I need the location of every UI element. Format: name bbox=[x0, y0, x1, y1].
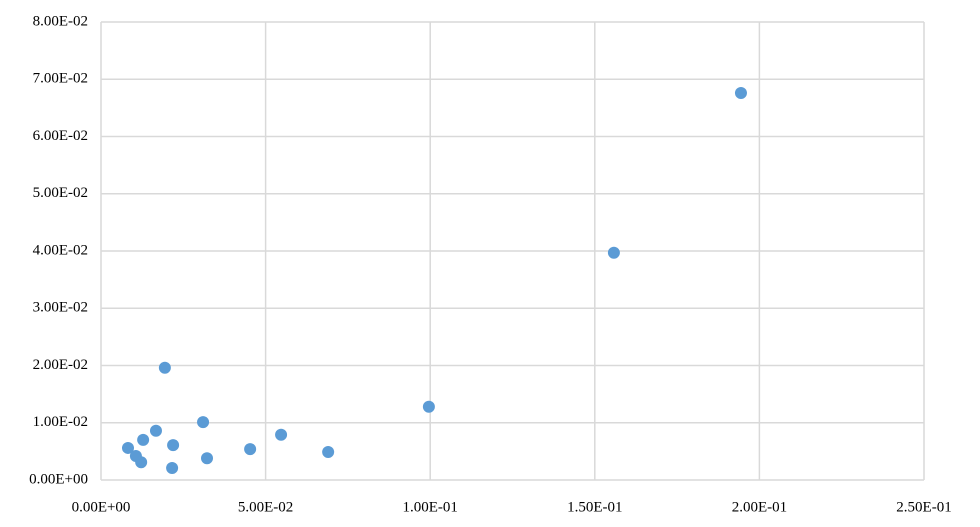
point bbox=[275, 428, 288, 441]
y-tick-label: 0.00E+00 bbox=[29, 471, 88, 487]
point bbox=[322, 445, 335, 458]
point bbox=[135, 456, 148, 469]
y-tick-label: 8.00E-02 bbox=[33, 13, 88, 29]
x-tick-label: 1.50E-01 bbox=[567, 499, 622, 515]
point bbox=[167, 439, 180, 452]
y-tick-label: 4.00E-02 bbox=[33, 242, 88, 258]
point bbox=[734, 86, 747, 99]
point bbox=[158, 361, 171, 374]
y-tick-label: 1.00E-02 bbox=[33, 414, 88, 430]
point bbox=[197, 416, 210, 429]
y-tick-label: 7.00E-02 bbox=[33, 71, 88, 87]
point bbox=[422, 400, 435, 413]
x-tick-label: 2.50E-01 bbox=[896, 499, 951, 515]
point bbox=[607, 246, 620, 259]
y-tick-label: 2.00E-02 bbox=[33, 357, 88, 373]
point bbox=[166, 461, 179, 474]
point bbox=[244, 443, 257, 456]
point bbox=[149, 424, 162, 437]
y-tick-label: 5.00E-02 bbox=[33, 185, 88, 201]
x-tick-label: 1.00E-01 bbox=[402, 499, 457, 515]
point bbox=[201, 452, 214, 465]
point bbox=[121, 441, 134, 454]
x-tick-label: 5.00E-02 bbox=[238, 499, 293, 515]
x-tick-label: 2.00E-01 bbox=[732, 499, 787, 515]
x-tick-label: 0.00E+00 bbox=[72, 499, 131, 515]
y-tick-label: 6.00E-02 bbox=[33, 128, 88, 144]
point bbox=[137, 433, 150, 446]
y-tick-label: 3.00E-02 bbox=[33, 300, 88, 316]
